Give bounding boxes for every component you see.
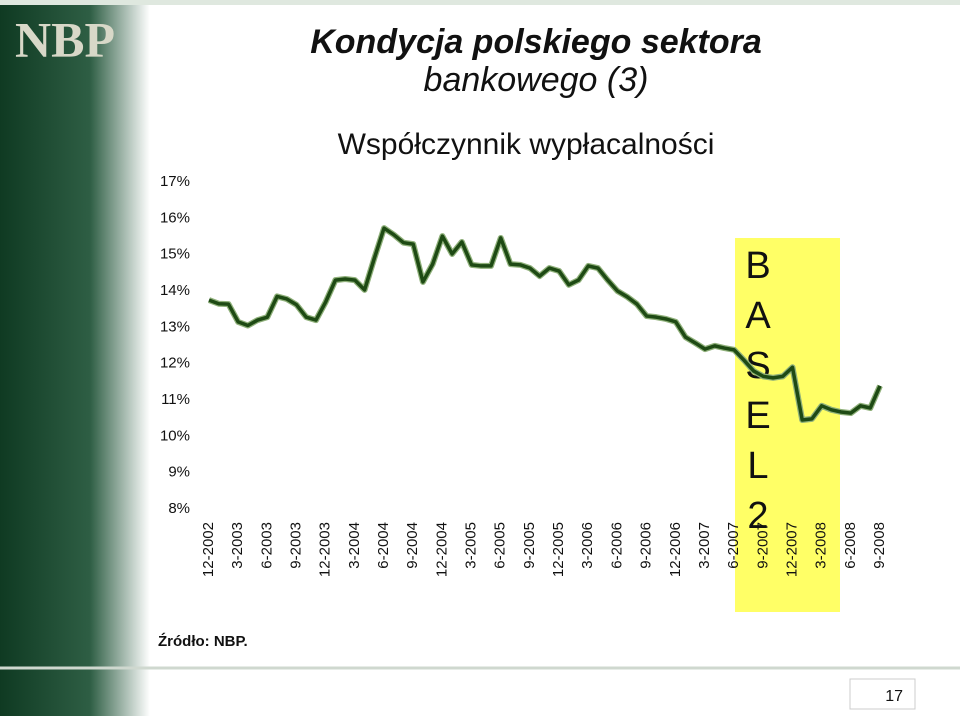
x-tick-label: 6-2005 — [492, 522, 509, 569]
x-tick-label: 6-2006 — [608, 522, 625, 569]
x-tick-label: 6-2004 — [375, 522, 392, 569]
x-tick-label: 9-2005 — [521, 522, 538, 569]
x-tick-label: 3-2008 — [813, 522, 830, 569]
x-tick-label: 12-2004 — [433, 522, 450, 577]
x-tick-label: 3-2007 — [696, 522, 713, 569]
page-number: 17 — [885, 688, 903, 705]
x-tick-label: 12-2002 — [200, 522, 217, 577]
chart-title: Współczynnik wypłacalności — [338, 128, 715, 161]
x-tick-label: 6-2003 — [258, 522, 275, 569]
annotation: 2 — [747, 495, 768, 537]
x-tick-label: 12-2005 — [550, 522, 567, 577]
slide-title: Kondycja polskiego sektora — [310, 23, 762, 61]
x-tick-label: 9-2004 — [404, 522, 421, 569]
annotation: A — [745, 295, 771, 337]
top-strip — [0, 0, 960, 5]
y-tick-label: 12% — [160, 355, 190, 372]
y-tick-label: 17% — [160, 173, 190, 190]
y-tick-label: 10% — [160, 427, 190, 444]
x-tick-label: 9-2003 — [287, 522, 304, 569]
y-tick-label: 14% — [160, 282, 190, 299]
x-tick-label: 12-2007 — [783, 522, 800, 577]
x-tick-label: 9-2008 — [871, 522, 888, 569]
x-tick-label: 12-2003 — [317, 522, 334, 577]
x-tick-label: 9-2007 — [754, 522, 771, 569]
annotation: E — [745, 395, 770, 437]
x-tick-label: 9-2006 — [638, 522, 655, 569]
y-tick-label: 13% — [160, 318, 190, 335]
x-tick-label: 12-2006 — [667, 522, 684, 577]
y-tick-label: 8% — [168, 500, 190, 517]
x-tick-label: 3-2005 — [463, 522, 480, 569]
x-tick-label: 3-2004 — [346, 522, 363, 569]
y-tick-label: 9% — [168, 464, 190, 481]
sidebar — [0, 0, 150, 716]
y-tick-label: 11% — [161, 391, 190, 408]
line — [208, 226, 882, 422]
highlight-band — [735, 238, 840, 612]
logo: NBP — [15, 11, 115, 67]
x-tick-label: 3-2006 — [579, 522, 596, 569]
x-tick-label: 6-2008 — [842, 522, 859, 569]
x-tick-label: 3-2003 — [229, 522, 246, 569]
annotation: L — [747, 445, 768, 487]
source: Źródło: NBP. — [158, 633, 248, 650]
y-tick-label: 15% — [160, 246, 190, 263]
x-tick-label: 6-2007 — [725, 522, 742, 569]
page-box — [849, 678, 916, 710]
y-tick-label: 16% — [160, 209, 190, 226]
slide-title: bankowego (3) — [424, 61, 649, 99]
annotation: B — [745, 245, 770, 287]
